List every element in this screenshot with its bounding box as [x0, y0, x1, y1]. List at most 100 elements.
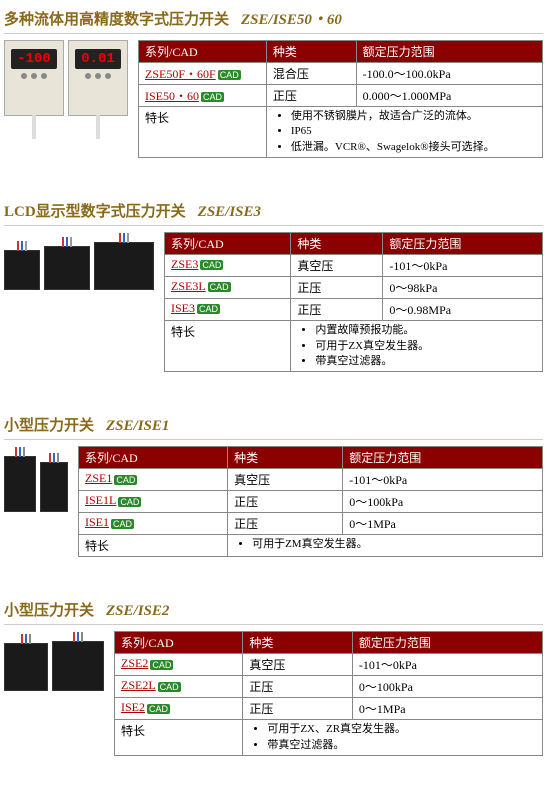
product-section: 小型压力开关ZSE/ISE2系列/CAD种类额定压力范围ZSE2CAD真空压-1…	[0, 591, 547, 760]
range-cell: 0～100kPa	[343, 491, 543, 513]
feature-label: 特长	[79, 535, 228, 557]
section-title-en: ZSE/ISE2	[106, 603, 169, 619]
series-link[interactable]: ZSE2	[121, 656, 148, 670]
feature-cell: 使用不锈钢膜片，故适合广泛的流体。IP65低泄漏。VCR®、Swagelok®接…	[266, 107, 542, 158]
series-link[interactable]: ZSE1	[85, 471, 112, 485]
table-row: ZSE3CAD 真空压-101～0kPa	[165, 255, 543, 277]
cad-badge[interactable]: CAD	[158, 682, 181, 692]
cad-badge[interactable]: CAD	[208, 282, 231, 292]
type-cell: 正压	[266, 85, 356, 107]
table-row: ZSE1CAD 真空压-101～0kPa	[79, 469, 543, 491]
product-section: 小型压力开关ZSE/ISE1系列/CAD种类额定压力范围ZSE1CAD真空压-1…	[0, 406, 547, 561]
section-title-cn: 多种流体用高精度数字式压力开关	[4, 12, 229, 28]
cad-badge[interactable]: CAD	[218, 70, 241, 80]
section-title: 多种流体用高精度数字式压力开关 ZSE/ISE50・60	[4, 4, 543, 34]
column-header: 种类	[228, 447, 343, 469]
feature-label: 特长	[139, 107, 267, 158]
cad-badge[interactable]: CAD	[200, 260, 223, 270]
product-section: LCD显示型数字式压力开关ZSE/ISE3系列/CAD种类额定压力范围ZSE3C…	[0, 192, 547, 376]
table-row: ISE50・60CAD 正压0.000～1.000MPa	[139, 85, 543, 107]
series-link[interactable]: ZSE50F・60F	[145, 67, 216, 81]
section-title: 小型压力开关 ZSE/ISE1	[4, 410, 543, 440]
feature-item: 带真空过滤器。	[315, 354, 536, 369]
range-cell: -101～0kPa	[383, 255, 543, 277]
spec-table: 系列/CAD种类额定压力范围ZSE3CAD真空压-101～0kPaZSE3LCA…	[164, 232, 543, 372]
type-cell: 真空压	[291, 255, 383, 277]
column-header: 种类	[266, 41, 356, 63]
feature-item: IP65	[291, 124, 536, 139]
feature-item: 内置故障预报功能。	[315, 323, 536, 338]
column-header: 系列/CAD	[139, 41, 267, 63]
table-row: ISE1LCAD 正压0～100kPa	[79, 491, 543, 513]
feature-cell: 可用于ZX、ZR真空发生器。带真空过滤器。	[243, 720, 543, 756]
spec-table: 系列/CAD种类额定压力范围ZSE50F・60FCAD混合压-100.0～100…	[138, 40, 543, 158]
section-title-en: ZSE/ISE3	[198, 204, 261, 220]
type-cell: 正压	[228, 513, 343, 535]
column-header: 额定压力范围	[356, 41, 542, 63]
range-cell: 0.000～1.000MPa	[356, 85, 542, 107]
section-title-cn: 小型压力开关	[4, 603, 94, 619]
series-link[interactable]: ISE1L	[85, 493, 116, 507]
feature-item: 低泄漏。VCR®、Swagelok®接头可选择。	[291, 140, 536, 155]
table-row: ISE3CAD 正压0～0.98MPa	[165, 299, 543, 321]
column-header: 种类	[243, 632, 353, 654]
type-cell: 真空压	[228, 469, 343, 491]
cad-badge[interactable]: CAD	[197, 304, 220, 314]
type-cell: 正压	[291, 299, 383, 321]
series-link[interactable]: ISE2	[121, 700, 145, 714]
table-row: ISE1CAD 正压0～1MPa	[79, 513, 543, 535]
section-title-en: ZSE/ISE50・60	[241, 12, 342, 28]
cad-badge[interactable]: CAD	[111, 519, 134, 529]
cad-badge[interactable]: CAD	[201, 92, 224, 102]
section-title: LCD显示型数字式压力开关 ZSE/ISE3	[4, 196, 543, 226]
product-image	[4, 631, 104, 691]
range-cell: -101～0kPa	[343, 469, 543, 491]
feature-item: 可用于ZM真空发生器。	[252, 537, 536, 552]
range-cell: 0～1MPa	[352, 698, 542, 720]
range-cell: 0～0.98MPa	[383, 299, 543, 321]
series-link[interactable]: ZSE2L	[121, 678, 156, 692]
column-header: 系列/CAD	[165, 233, 291, 255]
feature-item: 可用于ZX真空发生器。	[315, 339, 536, 354]
cad-badge[interactable]: CAD	[150, 660, 173, 670]
series-link[interactable]: ISE50・60	[145, 89, 199, 103]
section-title-en: ZSE/ISE1	[106, 418, 169, 434]
column-header: 额定压力范围	[352, 632, 542, 654]
column-header: 系列/CAD	[115, 632, 243, 654]
cad-badge[interactable]: CAD	[114, 475, 137, 485]
range-cell: 0～100kPa	[352, 676, 542, 698]
column-header: 种类	[291, 233, 383, 255]
product-image	[4, 232, 154, 290]
section-title-cn: 小型压力开关	[4, 418, 94, 434]
column-header: 额定压力范围	[343, 447, 543, 469]
series-link[interactable]: ZSE3	[171, 257, 198, 271]
type-cell: 正压	[243, 676, 353, 698]
range-cell: 0～98kPa	[383, 277, 543, 299]
table-row: ZSE2CAD 真空压-101～0kPa	[115, 654, 543, 676]
cad-badge[interactable]: CAD	[118, 497, 141, 507]
range-cell: -100.0～100.0kPa	[356, 63, 542, 85]
range-cell: 0～1MPa	[343, 513, 543, 535]
column-header: 系列/CAD	[79, 447, 228, 469]
feature-cell: 可用于ZM真空发生器。	[228, 535, 543, 557]
table-row: ISE2CAD正压0～1MPa	[115, 698, 543, 720]
feature-cell: 内置故障预报功能。可用于ZX真空发生器。带真空过滤器。	[291, 321, 543, 372]
spec-table: 系列/CAD种类额定压力范围ZSE2CAD真空压-101～0kPaZSE2LCA…	[114, 631, 543, 756]
type-cell: 真空压	[243, 654, 353, 676]
series-link[interactable]: ISE3	[171, 301, 195, 315]
column-header: 额定压力范围	[383, 233, 543, 255]
feature-item: 带真空过滤器。	[267, 738, 536, 753]
feature-item: 使用不锈钢膜片，故适合广泛的流体。	[291, 109, 536, 124]
cad-badge[interactable]: CAD	[147, 704, 170, 714]
product-section: 多种流体用高精度数字式压力开关 ZSE/ISE50・60 -1000.01 系列/CA…	[0, 0, 547, 162]
feature-item: 可用于ZX、ZR真空发生器。	[267, 722, 536, 737]
product-image: -1000.01	[4, 40, 128, 140]
product-image	[4, 446, 68, 512]
type-cell: 正压	[291, 277, 383, 299]
series-link[interactable]: ISE1	[85, 515, 109, 529]
section-title-cn: LCD显示型数字式压力开关	[4, 204, 186, 220]
series-link[interactable]: ZSE3L	[171, 279, 206, 293]
type-cell: 混合压	[266, 63, 356, 85]
range-cell: -101～0kPa	[352, 654, 542, 676]
type-cell: 正压	[228, 491, 343, 513]
